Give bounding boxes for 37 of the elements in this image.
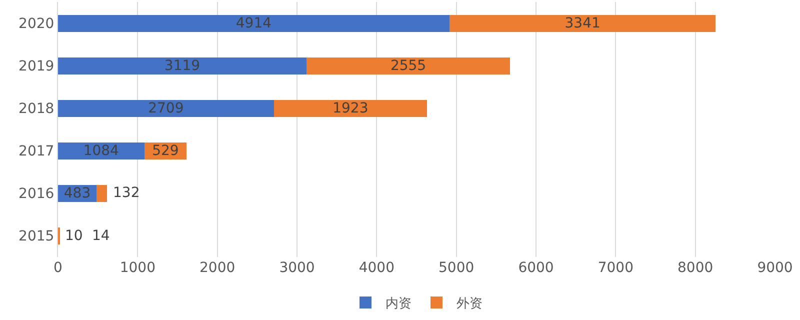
data-label: 3341 bbox=[564, 15, 600, 32]
bar bbox=[274, 100, 428, 117]
data-label: 483 bbox=[64, 185, 91, 202]
data-label: 132 bbox=[113, 185, 140, 201]
x-tick-label: 4000 bbox=[358, 260, 394, 276]
x-tick-label: 9000 bbox=[757, 260, 793, 276]
y-tick-label: 2015 bbox=[18, 228, 54, 245]
x-tick-label: 2000 bbox=[200, 260, 236, 276]
data-label: 2709 bbox=[148, 100, 184, 116]
x-tick-label: 5000 bbox=[438, 260, 474, 276]
data-label: 1923 bbox=[332, 100, 368, 116]
data-label: 4914 bbox=[236, 15, 272, 32]
y-tick-label: 2020 bbox=[18, 16, 54, 32]
data-label: 3119 bbox=[164, 58, 200, 74]
bar bbox=[306, 57, 510, 74]
x-tick-label: 1000 bbox=[120, 260, 156, 276]
x-tick-label: 7000 bbox=[598, 260, 634, 276]
y-tick-label: 2017 bbox=[18, 144, 54, 160]
legend-label: 外资 bbox=[456, 296, 482, 312]
y-tick-label: 2019 bbox=[18, 58, 54, 75]
bar bbox=[58, 57, 306, 74]
x-tick-label: 6000 bbox=[518, 260, 554, 276]
x-tick-label: 3000 bbox=[279, 260, 315, 276]
data-label: 529 bbox=[152, 142, 179, 159]
legend-label: 内资 bbox=[386, 296, 412, 312]
bar bbox=[58, 14, 450, 32]
x-tick-label: 0 bbox=[54, 260, 62, 276]
bar bbox=[449, 14, 716, 32]
data-label: 2555 bbox=[390, 58, 426, 74]
data-label: 10 bbox=[65, 228, 83, 244]
bar bbox=[96, 184, 107, 202]
data-label: 14 bbox=[92, 228, 110, 244]
data-label: 1084 bbox=[83, 142, 120, 159]
x-tick-label: 8000 bbox=[678, 260, 714, 276]
y-tick-label: 2016 bbox=[18, 186, 54, 202]
bar bbox=[58, 100, 274, 117]
y-tick-label: 2018 bbox=[18, 101, 54, 118]
